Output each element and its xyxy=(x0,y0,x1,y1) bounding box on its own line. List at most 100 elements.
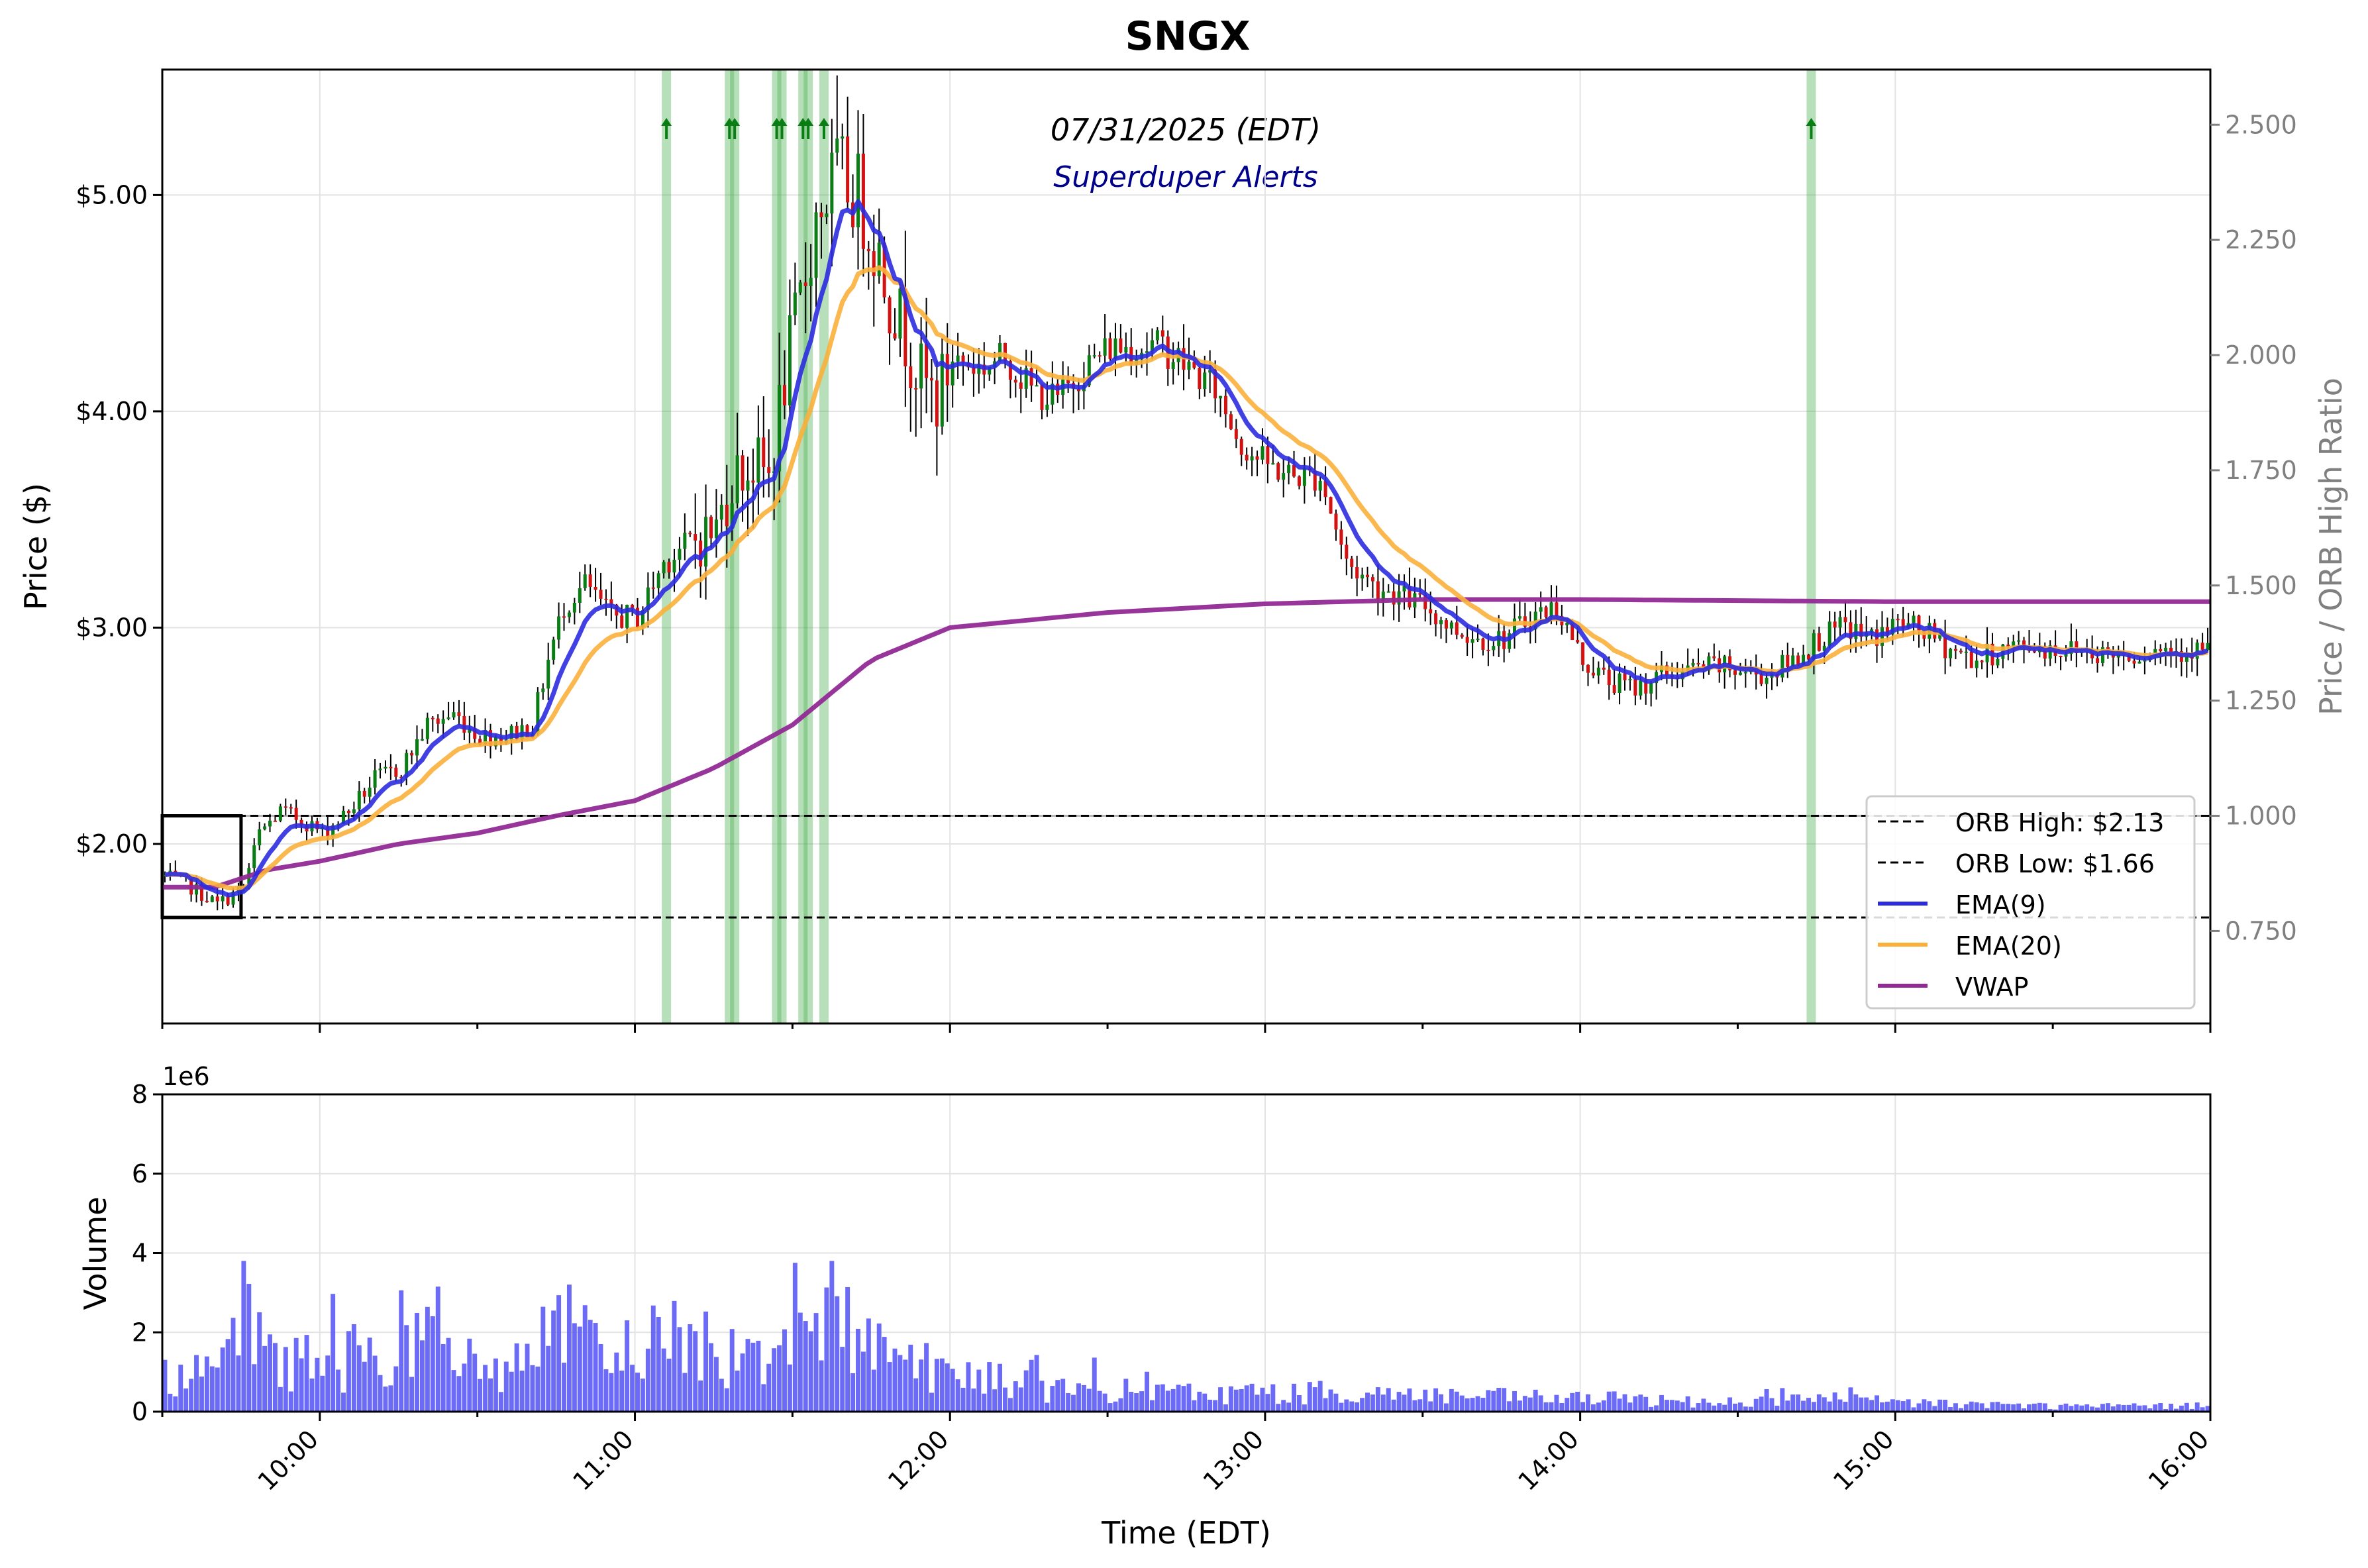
chart-date-subtitle: 07/31/2025 (EDT) xyxy=(1051,112,1321,148)
volume-bar xyxy=(1690,1407,1696,1412)
volume-bar xyxy=(740,1353,745,1412)
volume-bar xyxy=(1045,1402,1050,1412)
price-x-ticks xyxy=(161,1023,2212,1033)
volume-bar xyxy=(682,1373,688,1412)
candle-body xyxy=(1849,622,1853,639)
volume-bar xyxy=(1785,1400,1790,1412)
volume-bar xyxy=(1134,1393,1139,1412)
candle-body xyxy=(252,845,256,868)
volume-bar xyxy=(1449,1388,1454,1412)
candle-body xyxy=(163,874,167,876)
candle-body xyxy=(662,562,666,574)
volume-bar xyxy=(1339,1402,1344,1412)
candle-body xyxy=(861,153,865,249)
volume-bar xyxy=(1853,1394,1859,1412)
candle-body xyxy=(929,378,933,381)
volume-bar xyxy=(1822,1397,1827,1412)
candle-body xyxy=(1885,627,1889,635)
candle-body xyxy=(1833,621,1837,628)
volume-bar xyxy=(1590,1404,1596,1412)
volume-bar xyxy=(1097,1390,1102,1412)
volume-bar xyxy=(388,1385,393,1412)
volume-bar xyxy=(782,1329,787,1412)
volume-y-tick-label: 2 xyxy=(132,1318,148,1347)
candle xyxy=(489,723,493,758)
volume-bar xyxy=(1622,1394,1627,1412)
candle-body xyxy=(1759,674,1763,684)
candle-body xyxy=(1171,362,1175,369)
candle xyxy=(1098,351,1102,363)
volume-bar xyxy=(1884,1401,1890,1412)
candle xyxy=(809,244,813,322)
candle xyxy=(378,762,382,779)
candle xyxy=(405,749,409,786)
candle-body xyxy=(572,602,576,613)
candle-body xyxy=(210,896,214,902)
candle-body xyxy=(672,559,676,573)
volume-bar xyxy=(1170,1388,1176,1412)
candle xyxy=(258,821,262,851)
volume-bar xyxy=(1029,1359,1034,1412)
candle xyxy=(830,119,834,267)
price-y-tick-label: $4.00 xyxy=(76,397,148,426)
candle-body xyxy=(1370,577,1374,582)
candle-body xyxy=(1743,672,1747,674)
candle-body xyxy=(231,892,235,905)
candle xyxy=(866,240,870,290)
alert-arrow-head xyxy=(661,118,672,126)
volume-bar xyxy=(1922,1399,1927,1412)
candle-body xyxy=(1623,673,1627,680)
candle-body xyxy=(751,480,755,483)
candle-body xyxy=(1980,660,1984,662)
volume-bar xyxy=(2142,1405,2147,1412)
candle-body xyxy=(1439,620,1443,625)
volume-bar xyxy=(1454,1391,1459,1412)
volume-bar xyxy=(178,1365,183,1412)
candle-body xyxy=(782,385,786,405)
candle-body xyxy=(593,586,597,590)
candle-body xyxy=(856,153,860,228)
volume-bar xyxy=(566,1284,572,1412)
volume-bar xyxy=(1806,1398,1811,1412)
candle-body xyxy=(1345,545,1349,559)
ratio-y-ticks: 0.750 1.000 1.250 1.500 1.750 2.000 2.250 2.500 xyxy=(2210,110,2297,945)
volume-bar xyxy=(1443,1403,1449,1412)
candle-body xyxy=(1644,680,1648,694)
candle xyxy=(541,683,545,700)
candle xyxy=(562,603,566,631)
volume-bar xyxy=(1355,1402,1360,1412)
candle xyxy=(462,702,466,741)
volume-bar xyxy=(1086,1388,1092,1412)
volume-bar xyxy=(976,1369,982,1412)
candle-body xyxy=(1150,340,1154,352)
volume-bar xyxy=(729,1329,735,1412)
volume-bar xyxy=(472,1353,478,1412)
candle-body xyxy=(1455,622,1459,635)
alert-arrow-head xyxy=(729,118,741,126)
volume-bar xyxy=(1081,1385,1086,1412)
candle xyxy=(662,560,666,579)
candle-body xyxy=(1591,672,1595,676)
volume-bar xyxy=(2132,1403,2137,1412)
volume-bar xyxy=(1412,1400,1417,1412)
candle xyxy=(609,581,613,621)
candle-body xyxy=(446,717,450,719)
candle-body xyxy=(1381,592,1385,600)
candle-body xyxy=(1912,615,1916,623)
candle-body xyxy=(688,533,692,535)
volume-bar xyxy=(1423,1389,1428,1412)
volume-bar xyxy=(1680,1402,1685,1412)
volume-bar xyxy=(924,1343,929,1412)
candle-body xyxy=(988,367,992,375)
volume-bar xyxy=(1239,1388,1244,1412)
volume-bar xyxy=(1360,1398,1365,1412)
volume-bar xyxy=(356,1345,362,1412)
candle-body xyxy=(331,825,335,837)
candle-body xyxy=(1765,678,1769,684)
volume-bar xyxy=(1223,1404,1228,1412)
volume-bar xyxy=(719,1379,724,1412)
candle xyxy=(1712,643,1716,662)
volume-bar xyxy=(887,1362,892,1412)
volume-bar xyxy=(1323,1398,1328,1412)
volume-bar xyxy=(939,1358,945,1412)
